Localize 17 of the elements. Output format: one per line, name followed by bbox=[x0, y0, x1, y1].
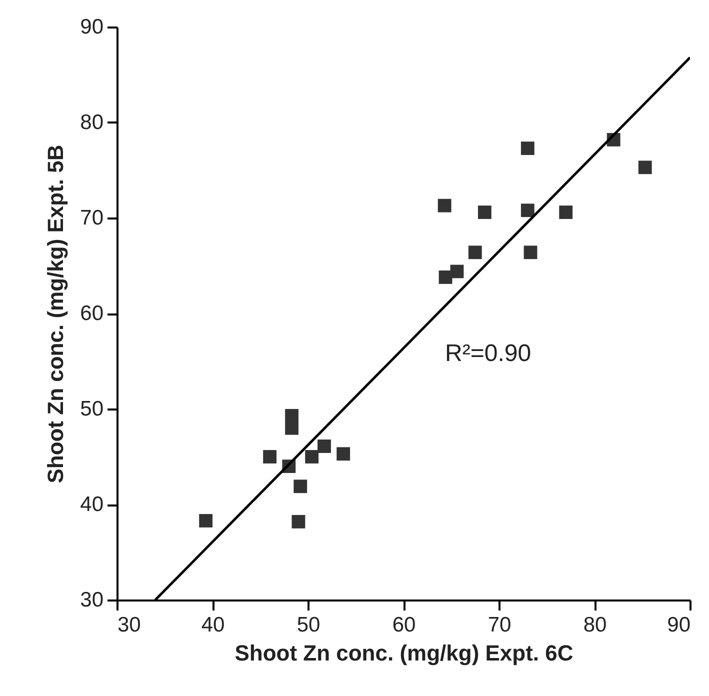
y-tick-label: 60 bbox=[80, 302, 104, 325]
y-tick-label: 30 bbox=[80, 588, 104, 612]
x-tick-label: 30 bbox=[118, 614, 141, 636]
x-tick-label: 70 bbox=[488, 614, 512, 636]
x-tick-label: 60 bbox=[392, 614, 416, 636]
y-tick-label: 40 bbox=[80, 493, 104, 516]
y-tick-label: 50 bbox=[80, 398, 104, 420]
x-tick-label: 80 bbox=[583, 614, 607, 636]
y-tick-label: 70 bbox=[80, 206, 104, 230]
y-tick-label: 80 bbox=[80, 111, 104, 134]
y-axis-title: Shoot Zn conc. (mg/kg) Expt. 5B bbox=[43, 144, 68, 484]
annotation: R²=0.90 bbox=[445, 340, 532, 367]
x-tick-label: 90 bbox=[667, 614, 690, 636]
x-axis-title: Shoot Zn conc. (mg/kg) Expt. 6C bbox=[234, 640, 574, 666]
x-tick-label: 50 bbox=[296, 614, 320, 636]
x-tick-label: 40 bbox=[201, 614, 225, 636]
y-tick-label: 90 bbox=[80, 16, 104, 38]
